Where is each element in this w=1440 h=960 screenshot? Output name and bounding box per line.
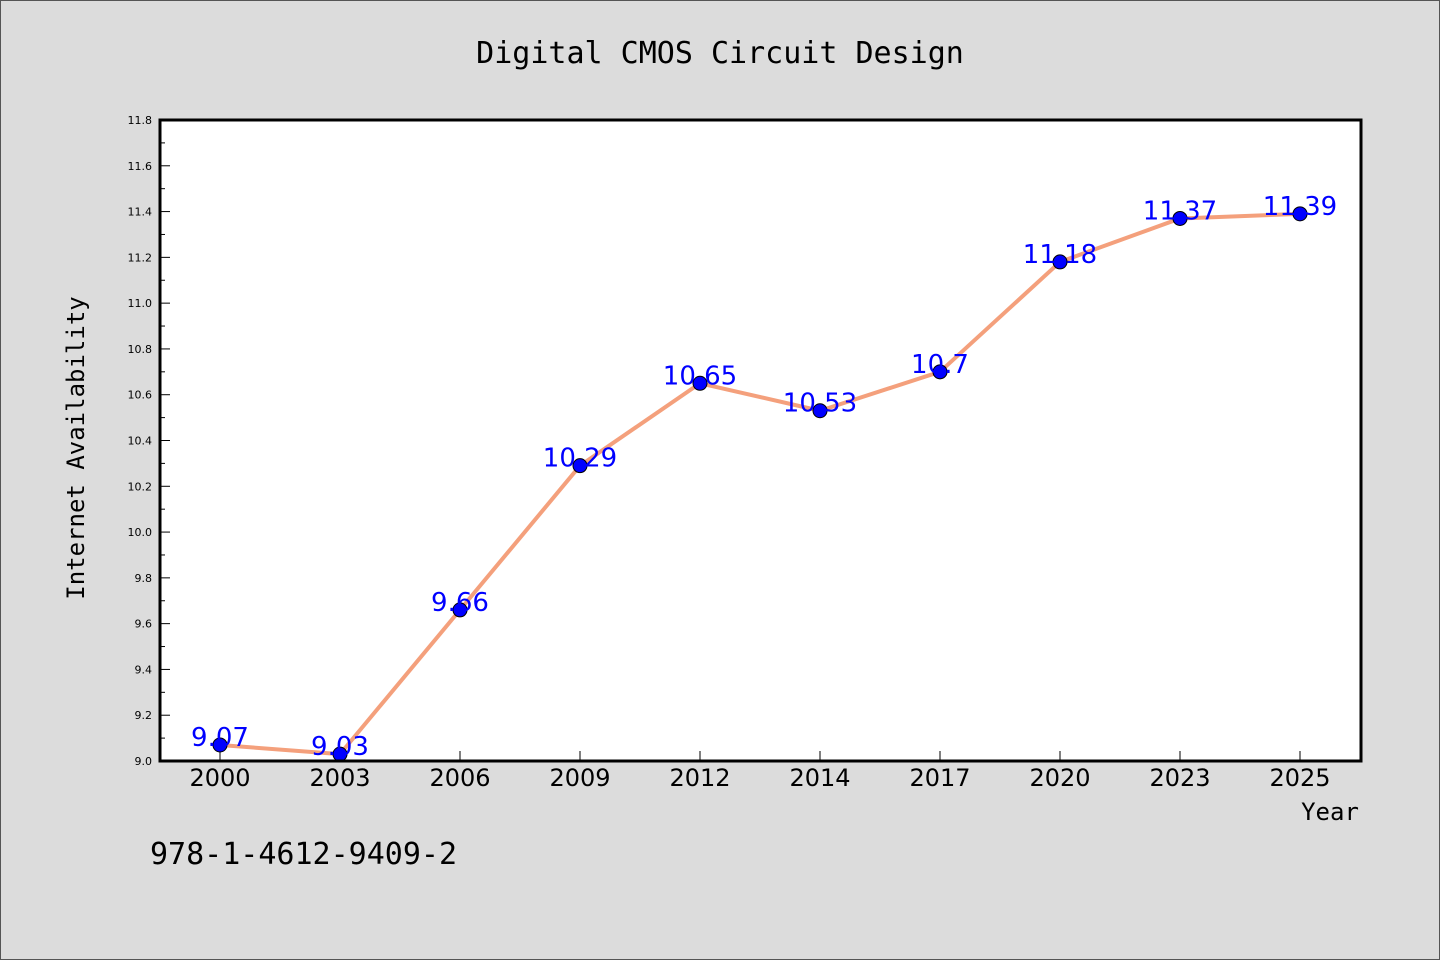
y-tick-label: 9.0 xyxy=(135,755,153,768)
data-label: 11.39 xyxy=(1263,192,1337,222)
data-label: 10.29 xyxy=(543,444,617,474)
x-tick-label: 2020 xyxy=(1029,764,1090,792)
y-tick-label: 10.8 xyxy=(128,343,153,356)
x-axis: 2000 2003 2006 2009 2012 2014 2017 2020 2023 2025 xyxy=(189,751,1331,792)
data-label: 10.7 xyxy=(911,350,969,380)
x-tick-label: 2023 xyxy=(1149,764,1210,792)
data-point xyxy=(1052,254,1068,270)
data-point xyxy=(932,364,948,380)
y-tick-label: 11.6 xyxy=(128,160,153,173)
plot-border xyxy=(158,118,1363,763)
data-label: 9.66 xyxy=(431,588,489,618)
y-tick-label: 11.2 xyxy=(128,251,153,264)
x-tick-label: 2025 xyxy=(1269,764,1330,792)
y-tick-label: 11.0 xyxy=(128,297,153,310)
data-label: 10.53 xyxy=(783,389,857,419)
y-tick-label: 11.8 xyxy=(128,114,153,127)
data-label: 11.37 xyxy=(1143,196,1217,226)
y-tick-label: 10.6 xyxy=(128,389,153,402)
x-axis-label: Year xyxy=(1301,798,1359,826)
y-tick-label: 9.2 xyxy=(135,709,153,722)
x-tick-label: 2006 xyxy=(429,764,490,792)
data-point xyxy=(1292,206,1308,222)
y-tick-label: 11.4 xyxy=(128,206,153,219)
x-tick-label: 2012 xyxy=(669,764,730,792)
x-tick-label: 2009 xyxy=(549,764,610,792)
y-tick-label: 9.8 xyxy=(135,572,153,585)
x-tick-label: 2014 xyxy=(789,764,850,792)
series-layer: 9.07 9.03 9.66 10.29 10.65 10.53 10.7 11.18 11.3… xyxy=(191,192,1337,762)
data-label: 10.65 xyxy=(663,361,737,391)
x-tick-label: 2000 xyxy=(189,764,250,792)
y-tick-label: 10.4 xyxy=(128,435,153,448)
y-tick-label: 10.2 xyxy=(128,480,153,493)
y-axis-label: Internet Availability xyxy=(62,296,90,599)
data-point xyxy=(212,737,228,753)
data-label: 9.03 xyxy=(311,732,369,762)
data-point xyxy=(692,375,708,391)
y-tick-label: 9.6 xyxy=(135,618,153,631)
data-point xyxy=(452,602,468,618)
y-tick-label: 9.4 xyxy=(135,663,153,676)
series-line xyxy=(219,211,1301,757)
x-tick-label: 2003 xyxy=(309,764,370,792)
chart-title: Digital CMOS Circuit Design xyxy=(476,36,964,71)
data-point xyxy=(812,403,828,419)
x-tick-label: 2017 xyxy=(909,764,970,792)
y-axis: 9.0 9.2 9.4 9.6 9.8 10.0 10.2 10.4 10.6 10.8 11.0 1… xyxy=(128,114,170,768)
data-label: 11.18 xyxy=(1023,240,1097,270)
data-point xyxy=(1172,210,1188,226)
y-tick-label: 10.0 xyxy=(128,526,153,539)
data-point xyxy=(572,458,588,474)
data-label: 9.07 xyxy=(191,723,249,753)
isbn-annotation: 978-1-4612-9409-2 xyxy=(150,837,457,872)
